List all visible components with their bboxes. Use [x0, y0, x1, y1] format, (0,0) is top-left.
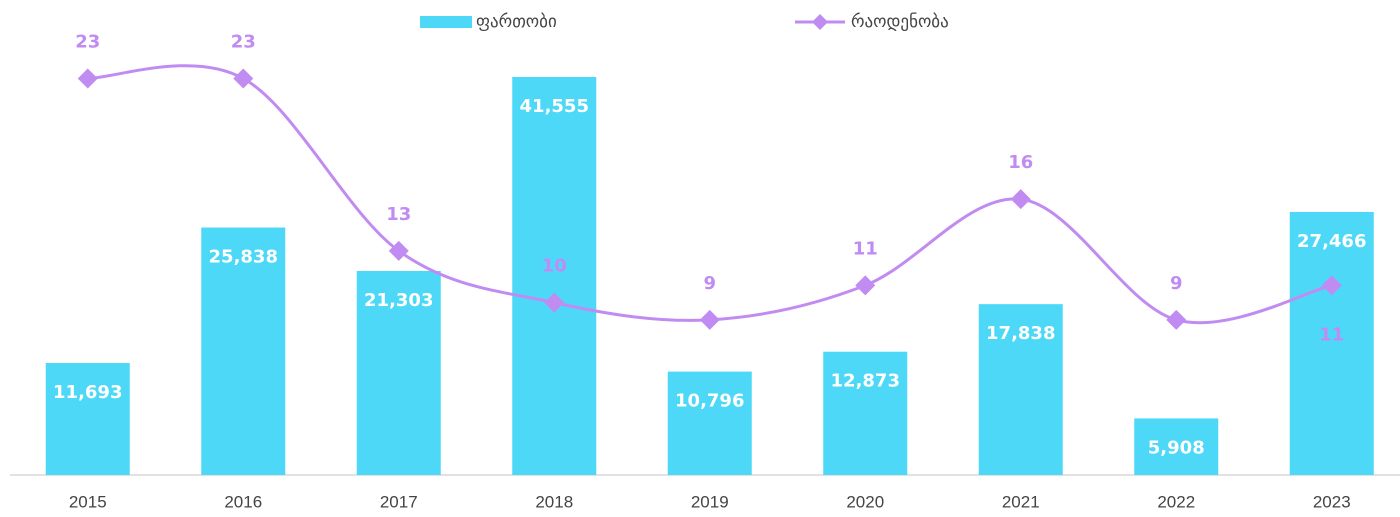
- x-tick-label: 2020: [846, 492, 884, 511]
- bar-label: 12,873: [831, 371, 900, 392]
- bar: [667, 371, 752, 475]
- legend-swatch: [420, 16, 472, 28]
- bar-label: 21,303: [364, 290, 433, 311]
- x-tick-label: 2021: [1002, 492, 1040, 511]
- bar: [201, 227, 286, 475]
- line-marker: [233, 68, 254, 89]
- bar-label: 11,693: [53, 382, 122, 403]
- line-marker: [1010, 189, 1031, 210]
- bar: [978, 304, 1063, 475]
- bar: [45, 363, 130, 475]
- line-label: 13: [386, 204, 411, 225]
- bar: [1134, 418, 1219, 475]
- x-tick-label: 2023: [1313, 492, 1351, 511]
- legend-label: რაოდენობა: [851, 12, 949, 32]
- x-tick-label: 2018: [535, 492, 573, 511]
- line-label: 11: [1319, 324, 1344, 345]
- line-label: 23: [75, 31, 100, 52]
- line-label: 9: [703, 273, 716, 294]
- line-marker: [388, 240, 409, 261]
- x-tick-label: 2022: [1157, 492, 1195, 511]
- bar-label: 10,796: [675, 391, 744, 412]
- line-marker: [77, 68, 98, 89]
- line-marker: [1321, 275, 1342, 296]
- line-label: 9: [1170, 273, 1183, 294]
- bar: [512, 76, 597, 475]
- line-marker: [1166, 309, 1187, 330]
- line-marker: [699, 309, 720, 330]
- line-marker: [855, 275, 876, 296]
- line-label: 10: [542, 256, 567, 277]
- bar: [356, 270, 441, 475]
- bar-label: 41,555: [520, 96, 589, 117]
- bar-label: 5,908: [1148, 437, 1205, 458]
- line-marker: [544, 292, 565, 313]
- line-label: 23: [231, 31, 256, 52]
- bar: [1289, 211, 1374, 475]
- line-label: 11: [853, 238, 878, 259]
- bar-label: 25,838: [209, 247, 278, 268]
- x-tick-label: 2019: [691, 492, 729, 511]
- bar-label: 27,466: [1297, 231, 1366, 252]
- legend-label: ფართობი: [476, 12, 557, 32]
- x-tick-label: 2016: [224, 492, 262, 511]
- x-tick-label: 2015: [69, 492, 107, 511]
- line-label: 16: [1008, 152, 1033, 173]
- legend-marker: [812, 14, 828, 30]
- x-tick-label: 2017: [380, 492, 418, 511]
- bar: [823, 351, 908, 475]
- bar-label: 17,838: [986, 323, 1055, 344]
